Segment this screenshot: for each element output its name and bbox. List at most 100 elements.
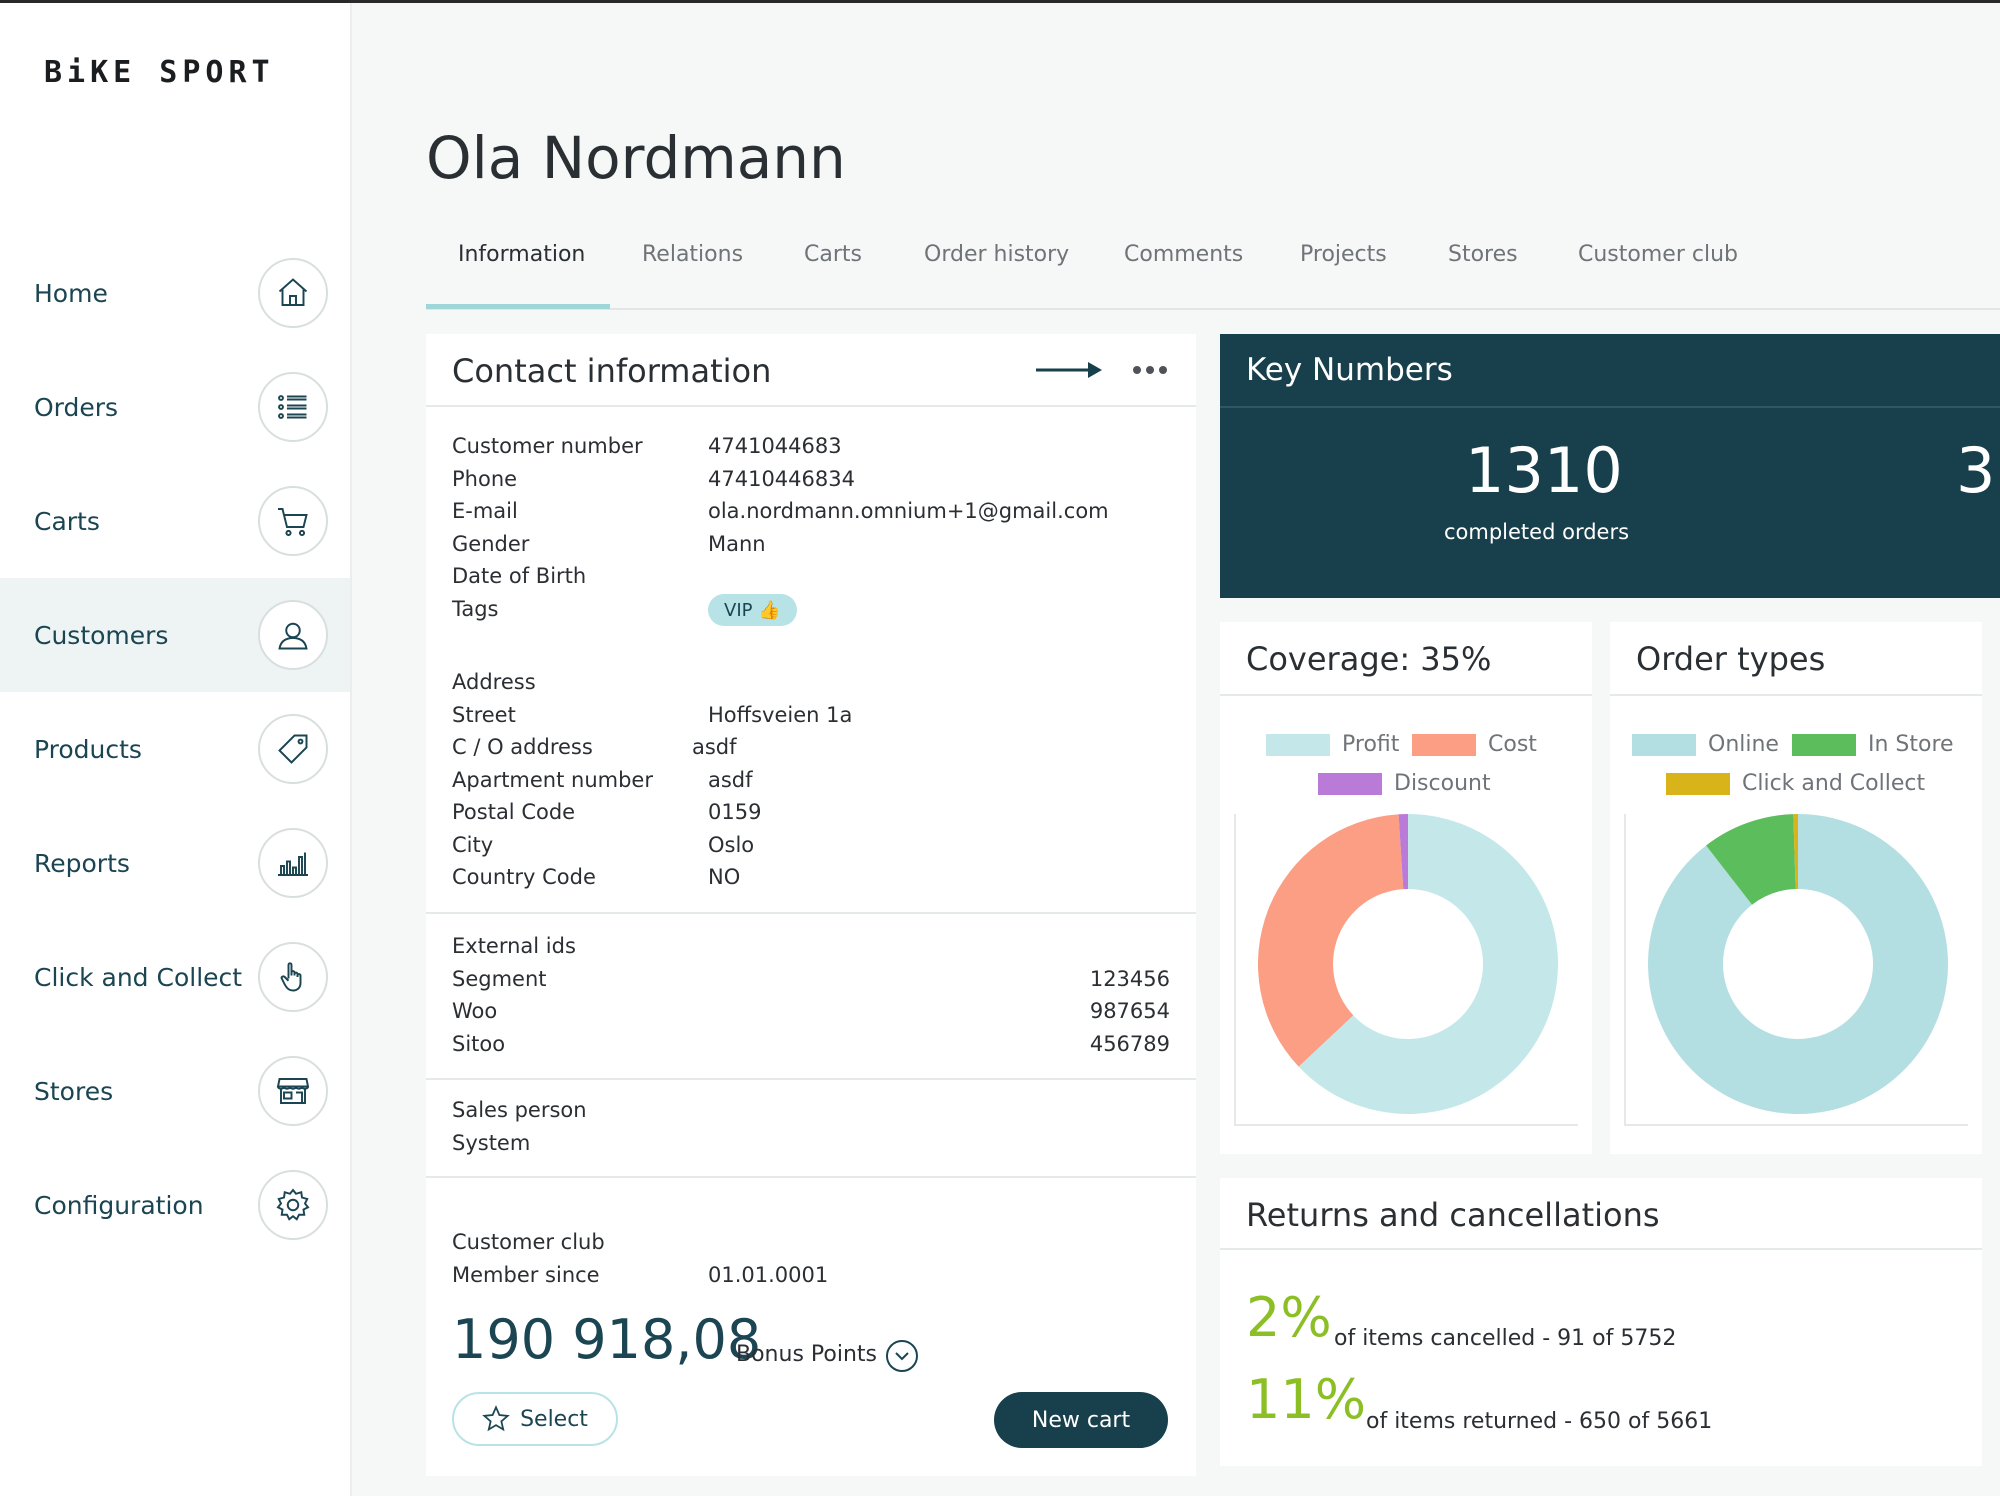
customer-club-section: Customer club Member since 01.01.0001 — [426, 1226, 1196, 1296]
field-value: Mann — [708, 531, 766, 556]
bar-chart-icon — [258, 828, 328, 898]
sidebar-item-label: Products — [34, 734, 142, 764]
chart-frame — [1234, 814, 1578, 1126]
sidebar-item-products[interactable]: Products — [0, 692, 350, 806]
contact-information-card: Contact information Customer number 4741… — [426, 334, 1196, 1476]
tab-projects[interactable]: Projects — [1300, 242, 1387, 267]
legend-item-click-and-collect[interactable]: Click and Collect — [1666, 771, 1925, 796]
donut-slice-click-and-collect[interactable] — [1793, 814, 1798, 890]
field-label: Date of Birth — [452, 564, 587, 588]
field-value: 456789 — [1089, 1031, 1170, 1056]
sidebar-item-label: Stores — [34, 1076, 114, 1106]
address-section: Address Street Hoffsveien 1a C / O addre… — [426, 666, 1196, 906]
tab-order-history[interactable]: Order history — [924, 242, 1070, 267]
select-button[interactable]: Select — [452, 1392, 618, 1446]
select-button-label: Select — [520, 1406, 588, 1432]
section-heading: External ids — [452, 934, 576, 958]
field-row: Date of Birth — [426, 560, 1196, 593]
field-row: Gender Mann — [426, 528, 1196, 561]
home-icon — [258, 258, 328, 328]
chart-title: Coverage: 35% — [1246, 640, 1491, 678]
cancelled-percentage: 2% — [1246, 1286, 1332, 1349]
field-value: Hoffsveien 1a — [708, 702, 853, 727]
tab-customer-club[interactable]: Customer club — [1578, 242, 1738, 267]
sidebar-item-label: Click and Collect — [34, 962, 243, 992]
legend-item-online[interactable]: Online — [1632, 732, 1779, 757]
card-title: Returns and cancellations — [1246, 1196, 1660, 1234]
legend-item-discount[interactable]: Discount — [1318, 771, 1491, 796]
donut-slice-discount[interactable] — [1398, 814, 1408, 890]
store-icon — [258, 1056, 328, 1126]
chart-title: Order types — [1636, 640, 1826, 678]
sidebar-item-label: Home — [34, 278, 108, 308]
card-title: Contact information — [452, 352, 772, 390]
more-options-icon[interactable] — [1132, 364, 1168, 376]
field-row: Customer number 4741044683 — [426, 430, 1196, 463]
field-value: 987654 — [1089, 999, 1170, 1023]
field-label: Apartment number — [452, 767, 653, 792]
sidebar-item-label: Configuration — [34, 1190, 204, 1220]
field-label: Segment — [452, 966, 547, 991]
divider — [1220, 1248, 1982, 1250]
divider — [1610, 694, 1982, 696]
field-value: asdf — [692, 735, 737, 759]
chart-title-value: 35% — [1420, 640, 1492, 678]
divider — [426, 1078, 1196, 1080]
tab-stores[interactable]: Stores — [1448, 242, 1518, 267]
vip-tag-badge[interactable]: VIP 👍 — [708, 594, 797, 626]
sidebar-item-stores[interactable]: Stores — [0, 1034, 350, 1148]
field-value: ola.nordmann.omnium+1@gmail.com — [708, 499, 1109, 523]
sidebar-item-reports[interactable]: Reports — [0, 806, 350, 920]
tab-carts[interactable]: Carts — [804, 242, 862, 267]
tab-comments[interactable]: Comments — [1124, 242, 1244, 267]
key-numbers-card: Key Numbers 1310 completed orders 33 — [1220, 334, 2000, 598]
legend-item-profit[interactable]: Profit — [1266, 732, 1399, 757]
sidebar-item-carts[interactable]: Carts — [0, 464, 350, 578]
coverage-donut-chart — [1258, 814, 1558, 1114]
arrow-right-icon — [1036, 362, 1102, 378]
field-value: NO — [708, 865, 741, 889]
sidebar-item-label: Carts — [34, 506, 100, 536]
sidebar-item-label: Reports — [34, 848, 130, 878]
sidebar-item-click-and-collect[interactable]: Click and Collect — [0, 920, 350, 1034]
section-heading: Customer club — [452, 1230, 605, 1254]
field-row: Tags — [426, 593, 1196, 626]
sidebar-item-label: Orders — [34, 392, 119, 422]
field-value: 47410446834 — [708, 466, 855, 491]
legend-swatch — [1266, 733, 1330, 756]
sidebar-item-home[interactable]: Home — [0, 236, 350, 350]
legend-label: Click and Collect — [1742, 771, 1926, 796]
new-cart-button[interactable]: New cart — [994, 1392, 1168, 1448]
sidebar-item-customers[interactable]: Customers — [0, 578, 350, 692]
tab-information[interactable]: Information — [458, 242, 586, 267]
chart-title-prefix: Coverage: — [1246, 640, 1421, 678]
field-value: 0159 — [708, 800, 762, 824]
tab-relations[interactable]: Relations — [642, 242, 744, 267]
field-row: Phone 47410446834 — [426, 463, 1196, 496]
returned-text: of items returned - 650 of 5661 — [1366, 1409, 1713, 1434]
field-label: Member since — [452, 1262, 600, 1287]
completed-orders-value: 1310 — [1465, 434, 1623, 507]
app-logo[interactable]: BiKE SPORT — [44, 55, 275, 90]
field-label: Sitoo — [452, 1031, 506, 1056]
donut-slice-online[interactable] — [1648, 814, 1948, 1114]
field-value: 01.01.0001 — [708, 1262, 829, 1287]
chart-frame — [1624, 814, 1968, 1126]
field-label: Postal Code — [452, 800, 576, 824]
legend-item-cost[interactable]: Cost — [1412, 732, 1537, 757]
field-label: City — [452, 832, 494, 857]
chevron-down-icon[interactable] — [886, 1340, 918, 1372]
donut-slice-in-store[interactable] — [1706, 814, 1796, 905]
sidebar-item-orders[interactable]: Orders — [0, 350, 350, 464]
field-label: Tags — [452, 596, 499, 621]
returned-percentage: 11% — [1246, 1368, 1367, 1431]
key-number-value-partial: 33 — [1956, 434, 2000, 507]
field-label: Gender — [452, 531, 530, 556]
donut-slice-cost[interactable] — [1258, 814, 1404, 1067]
legend-item-in-store[interactable]: In Store — [1792, 732, 1954, 757]
divider — [426, 405, 1196, 407]
sidebar-item-configuration[interactable]: Configuration — [0, 1148, 350, 1262]
donut-slice-profit[interactable] — [1298, 814, 1558, 1114]
legend-swatch — [1666, 772, 1730, 795]
section-heading: Address — [452, 670, 536, 694]
